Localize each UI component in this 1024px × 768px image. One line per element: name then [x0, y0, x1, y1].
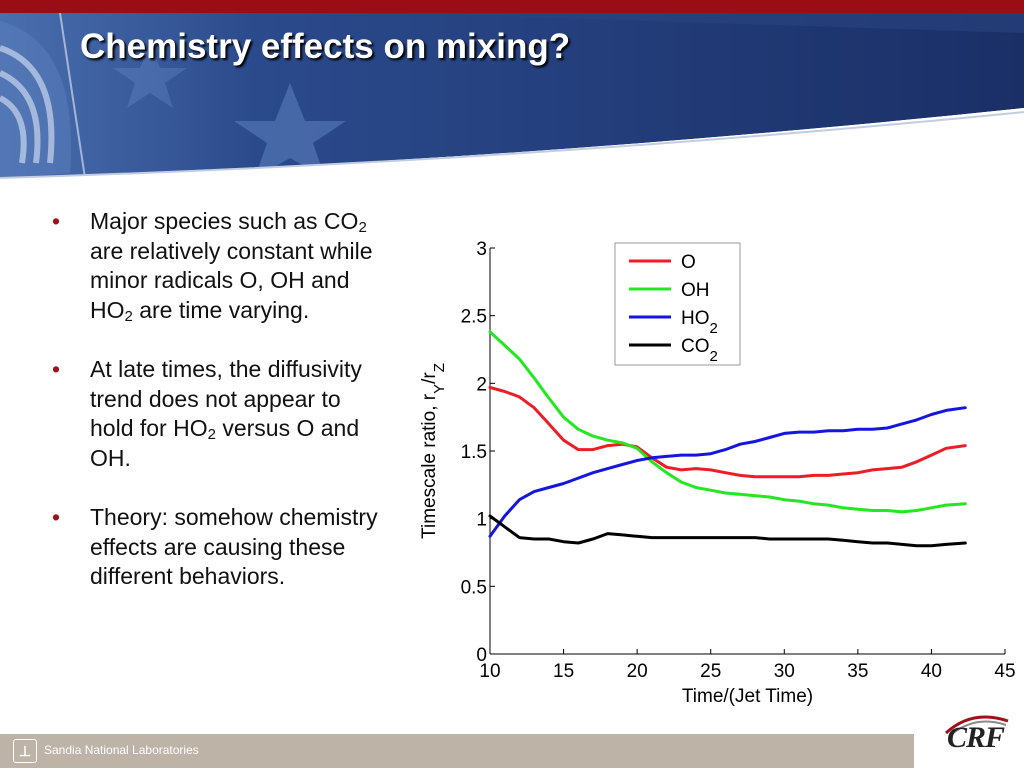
legend-label: O	[681, 252, 696, 273]
sandia-logo-icon: ⊥	[13, 739, 37, 763]
crf-logo: CRF	[914, 711, 1024, 768]
x-tick-label: 30	[774, 661, 795, 682]
slide-title: Chemistry effects on mixing?	[80, 27, 571, 66]
timescale-ratio-chart: 0 0.5 1 1.5 2 2.5 3 10 15 20 25 30 35 40 45 Time/(Jet T…	[419, 239, 1016, 707]
bullet-item: At late times, the diffusivity trend doe…	[50, 355, 390, 473]
flag-banner-graphic	[0, 13, 1024, 178]
header-banner	[0, 13, 1024, 178]
footer-org-name: Sandia National Laboratories	[44, 743, 199, 757]
bullet-item: Major species such as CO2 are relatively…	[50, 207, 390, 325]
legend-label: OH	[681, 280, 710, 301]
x-tick-label: 15	[553, 661, 574, 682]
series-line-HO2	[488, 406, 967, 538]
crf-swoosh-icon	[944, 715, 1009, 735]
y-tick-label: 0	[476, 645, 487, 666]
header-white-curve	[0, 111, 1024, 200]
series-line-CO2	[488, 514, 967, 548]
x-tick-label: 35	[847, 661, 868, 682]
y-tick-label: 2	[476, 374, 487, 395]
y-tick-label: 2.5	[461, 307, 487, 328]
y-tick-label: 0.5	[461, 577, 487, 598]
x-tick-label: 25	[700, 661, 721, 682]
x-tick-label: 20	[627, 661, 648, 682]
bullet-list: Major species such as CO2 are relatively…	[50, 207, 390, 622]
top-red-bar	[0, 0, 1024, 13]
y-tick-label: 3	[476, 239, 487, 260]
y-tick-label: 1	[476, 510, 487, 531]
series-line-O	[488, 385, 967, 479]
x-tick-label: 45	[994, 661, 1015, 682]
series-line-OH	[488, 330, 967, 514]
bullet-item: Theory: somehow chemistry effects are ca…	[50, 503, 390, 592]
sandia-logo: ⊥ Sandia National Laboratories	[0, 734, 260, 768]
crf-logo-text: CRF	[947, 721, 1005, 754]
y-axis-label: Timescale ratio, rY/rZ	[419, 363, 448, 539]
y-tick-label: 1.5	[461, 442, 487, 463]
x-axis-label: Time/(Jet Time)	[682, 686, 813, 707]
x-tick-label: 10	[479, 661, 500, 682]
footer-bar: ⊥ Sandia National Laboratories	[0, 734, 1024, 768]
x-tick-label: 40	[921, 661, 942, 682]
